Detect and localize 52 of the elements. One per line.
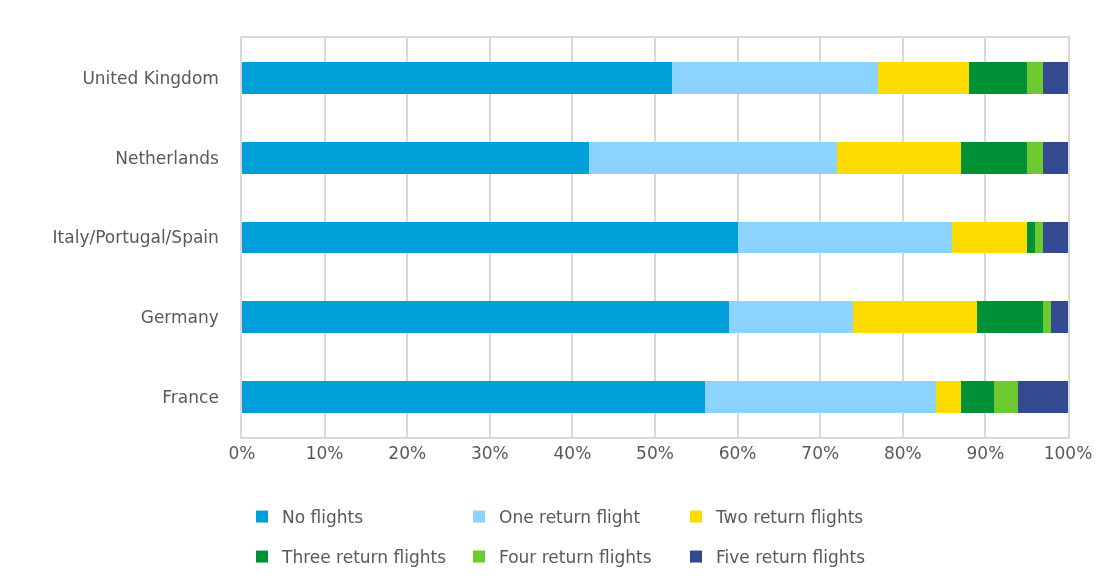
x-tick-label: 20%	[388, 443, 427, 464]
bar	[729, 301, 854, 334]
bar	[1026, 141, 1044, 174]
bar	[960, 141, 1027, 174]
x-tick-label: 80%	[883, 443, 922, 464]
bar	[1026, 221, 1035, 254]
bar	[704, 381, 936, 414]
bar	[1043, 301, 1052, 334]
bar	[935, 381, 961, 414]
x-tick-label: 70%	[801, 443, 840, 464]
bar	[242, 301, 730, 334]
y-tick-label: Netherlands	[115, 147, 219, 168]
bar	[853, 301, 978, 334]
legend-label: Five return flights	[716, 547, 866, 568]
bar	[977, 301, 1044, 334]
bar	[1026, 61, 1044, 94]
bar	[1051, 301, 1068, 334]
x-tick-label: 60%	[718, 443, 757, 464]
legend-label: No flights	[282, 507, 364, 528]
bar	[878, 61, 969, 94]
x-tick-label: 30%	[470, 443, 509, 464]
bar	[242, 381, 705, 414]
bar	[737, 221, 953, 254]
x-tick-label: 10%	[305, 443, 344, 464]
x-tick-label: 90%	[966, 443, 1005, 464]
x-tick-label: 100%	[1043, 443, 1093, 464]
y-tick-label: Italy/Portugal/Spain	[52, 227, 219, 248]
bar	[671, 61, 879, 94]
bar	[242, 221, 738, 254]
bar	[1043, 61, 1068, 94]
bar	[1018, 381, 1068, 414]
legend-label: Three return flights	[281, 547, 447, 568]
bar	[242, 61, 672, 94]
bar	[588, 141, 837, 174]
x-tick-label: 40%	[553, 443, 592, 464]
x-tick-label: 0%	[228, 443, 256, 464]
bar	[993, 381, 1019, 414]
bar	[968, 61, 1027, 94]
legend-label: Four return flights	[499, 547, 652, 568]
legend-label: One return flight	[499, 507, 641, 528]
y-tick-label: United Kingdom	[82, 67, 219, 88]
bar	[960, 381, 994, 414]
bar	[1043, 141, 1068, 174]
bar	[952, 221, 1027, 254]
x-tick-label: 50%	[636, 443, 674, 464]
bar	[836, 141, 961, 174]
bar	[1034, 221, 1044, 254]
bar	[242, 141, 589, 174]
y-tick-label: Germany	[140, 307, 219, 328]
y-tick-label: France	[162, 387, 219, 408]
bar	[1043, 221, 1068, 254]
legend-label: Two return flights	[715, 507, 864, 528]
